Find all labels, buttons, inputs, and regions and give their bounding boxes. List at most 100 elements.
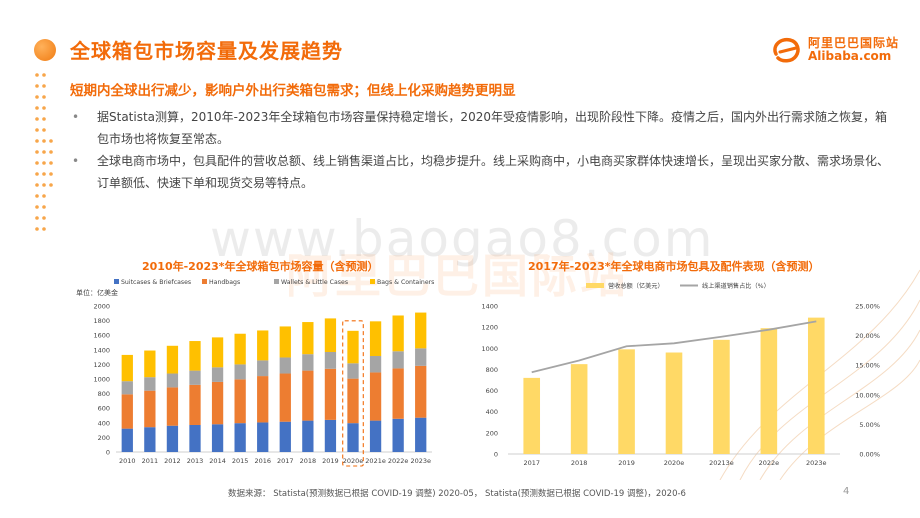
x-tick-label: 2012	[164, 457, 181, 465]
bar-segment	[347, 363, 359, 379]
x-tick-label: 2023e	[806, 459, 827, 467]
decorative-dot	[35, 205, 39, 209]
bar-segment	[189, 384, 201, 425]
bar-segment	[144, 427, 156, 452]
y-right-tick-label: 5.00%	[859, 421, 880, 429]
x-tick-label: 2019	[322, 457, 339, 465]
y-tick-label: 2000	[93, 303, 110, 311]
bar-segment	[211, 337, 224, 368]
x-tick-label: 2018	[571, 459, 588, 467]
decorative-dot	[49, 139, 53, 143]
bar-segment	[347, 423, 359, 452]
x-tick-label: 2020e	[664, 459, 685, 467]
y-tick-label: 600	[98, 405, 110, 413]
bar-segment	[166, 345, 179, 374]
bar-segment	[211, 367, 224, 382]
revenue-bar	[523, 377, 541, 454]
bar-segment	[189, 424, 201, 452]
y-left-tick-label: 800	[486, 366, 498, 374]
bar-segment	[302, 322, 314, 355]
bar-segment	[302, 420, 314, 452]
x-tick-label: 2017	[277, 457, 294, 465]
legend-label: 营收总额（亿美元）	[608, 282, 664, 290]
page-number: 4	[843, 486, 850, 497]
x-tick-label: 2015	[232, 457, 249, 465]
y-left-tick-label: 1200	[481, 324, 498, 332]
y-tick-label: 200	[98, 434, 110, 442]
bar-segment	[234, 379, 246, 424]
unit-label: 单位：亿美金	[76, 288, 118, 297]
decorative-dot	[49, 172, 53, 176]
bar-segment	[369, 372, 382, 421]
y-right-tick-label: 20.00%	[855, 332, 880, 340]
bar-segment	[144, 350, 156, 378]
bar-segment	[369, 420, 382, 452]
revenue-bar	[807, 317, 825, 454]
legend-label: Wallets & Little Cases	[281, 279, 348, 286]
bullet-item: • 全球电商市场中，包具配件的营收总额、线上销售渠道占比，均稳步提升。线上采购商…	[70, 150, 890, 194]
page-title: 全球箱包市场容量及发展趋势	[70, 39, 343, 63]
bar-segment	[121, 381, 133, 395]
bar-segment	[234, 423, 246, 452]
bar-segment	[189, 341, 201, 371]
y-tick-label: 1000	[93, 376, 110, 384]
bar-segment	[144, 377, 156, 391]
logo-text-en: Alibaba.com	[808, 49, 892, 63]
legend-swatch	[370, 279, 375, 284]
y-right-tick-label: 25.00%	[855, 303, 880, 311]
bar-segment	[257, 330, 269, 361]
bar-segment	[302, 370, 314, 421]
bullet-item: • 据Statista测算，2010年-2023年全球箱包市场容量保持稳定增长，…	[70, 106, 890, 150]
bar-segment	[234, 333, 246, 365]
bar-segment	[279, 326, 291, 358]
bullet-text-line: 据Statista测算，2010年-2023年全球箱包市场容量保持稳定增长，20…	[97, 110, 887, 124]
legend-label: Handbags	[209, 279, 240, 286]
decorative-dot	[49, 150, 53, 154]
y-left-tick-label: 1400	[481, 303, 498, 311]
y-right-tick-label: 15.00%	[855, 362, 880, 370]
legend-swatch	[202, 279, 207, 284]
legend-swatch	[114, 279, 119, 284]
chart2-title: 2017年-2023*年全球电商市场包具及配件表现（含预测）	[528, 260, 820, 273]
decorative-dot	[35, 172, 39, 176]
bar-segment	[257, 360, 269, 377]
watermark-text: www.baogao8.com	[210, 210, 715, 268]
decorative-dot	[35, 106, 39, 110]
decorative-dot	[42, 161, 46, 165]
decorative-dot	[42, 73, 46, 77]
bar-segment	[279, 373, 291, 422]
y-tick-label: 1800	[93, 317, 110, 325]
y-left-tick-label: 400	[486, 408, 498, 416]
y-right-tick-label: 0.00%	[859, 451, 880, 459]
legend-label: Bags & Containers	[377, 279, 434, 286]
bar-segment	[211, 424, 224, 452]
bar-segment	[257, 376, 269, 423]
x-tick-label: 2022e	[759, 459, 780, 467]
bar-segment	[392, 351, 404, 369]
revenue-bar	[713, 339, 730, 454]
decorative-dot	[42, 183, 46, 187]
y-tick-label: 1200	[93, 361, 110, 369]
bullet-text-line: 包市场也将恢复至常态。	[97, 132, 230, 146]
bar-segment	[324, 419, 337, 452]
x-tick-label: 2010	[119, 457, 136, 465]
decorative-dot	[42, 84, 46, 88]
bar-segment	[392, 368, 404, 419]
y-left-tick-label: 1000	[481, 345, 498, 353]
revenue-bar	[570, 364, 588, 454]
x-tick-label: 20213e	[709, 459, 734, 467]
bar-segment	[144, 390, 156, 428]
bullet-list: • 据Statista测算，2010年-2023年全球箱包市场容量保持稳定增长，…	[70, 106, 890, 194]
title-bullet-circle	[34, 39, 56, 61]
bar-segment	[279, 421, 291, 452]
decorative-dot	[35, 139, 39, 143]
decorative-dots	[35, 73, 53, 231]
bar-segment	[415, 348, 427, 366]
decorative-dot	[42, 117, 46, 121]
revenue-bar	[760, 328, 778, 454]
decorative-dot	[42, 216, 46, 220]
bar-segment	[392, 315, 404, 352]
x-tick-label: 2022e	[388, 457, 409, 465]
decorative-dot	[42, 95, 46, 99]
y-tick-label: 400	[98, 419, 110, 427]
